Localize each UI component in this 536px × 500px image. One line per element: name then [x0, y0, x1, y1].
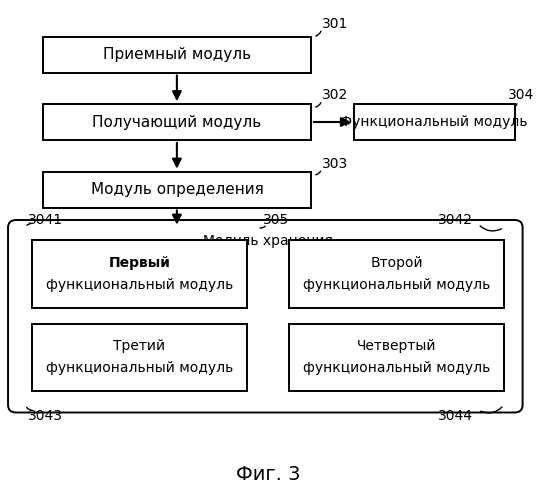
FancyBboxPatch shape: [289, 324, 504, 391]
Text: 3044: 3044: [438, 409, 473, 423]
Text: 304: 304: [508, 88, 534, 102]
Text: Фиг. 3: Фиг. 3: [236, 466, 300, 484]
Text: Функциональный модуль: Функциональный модуль: [340, 115, 528, 129]
Text: Модуль определения: Модуль определения: [91, 182, 263, 197]
Text: 301: 301: [322, 17, 348, 31]
FancyBboxPatch shape: [32, 324, 247, 391]
Text: 305: 305: [263, 213, 289, 227]
Text: функциональный модуль: функциональный модуль: [303, 361, 490, 375]
Text: Третий: Третий: [113, 339, 166, 353]
Text: Приемный модуль: Приемный модуль: [103, 47, 251, 62]
Text: функциональный модуль: функциональный модуль: [303, 278, 490, 292]
FancyBboxPatch shape: [43, 104, 311, 140]
Text: 3041: 3041: [28, 213, 63, 227]
Text: Второй: Второй: [370, 256, 423, 270]
FancyBboxPatch shape: [43, 36, 311, 72]
Text: Четвертый: Четвертый: [357, 339, 436, 353]
FancyBboxPatch shape: [8, 220, 523, 412]
Text: 3042: 3042: [438, 213, 473, 227]
Text: Первый: Первый: [108, 256, 170, 270]
FancyBboxPatch shape: [43, 172, 311, 207]
Text: 3043: 3043: [28, 409, 63, 423]
Text: 303: 303: [322, 157, 348, 171]
Text: Получающий модуль: Получающий модуль: [92, 114, 262, 130]
Text: функциональный модуль: функциональный модуль: [46, 361, 233, 375]
FancyBboxPatch shape: [289, 240, 504, 308]
Text: 302: 302: [322, 88, 348, 102]
FancyBboxPatch shape: [354, 104, 515, 140]
FancyBboxPatch shape: [32, 240, 247, 308]
Text: Модуль хранения: Модуль хранения: [203, 234, 333, 247]
Text: функциональный модуль: функциональный модуль: [46, 278, 233, 292]
